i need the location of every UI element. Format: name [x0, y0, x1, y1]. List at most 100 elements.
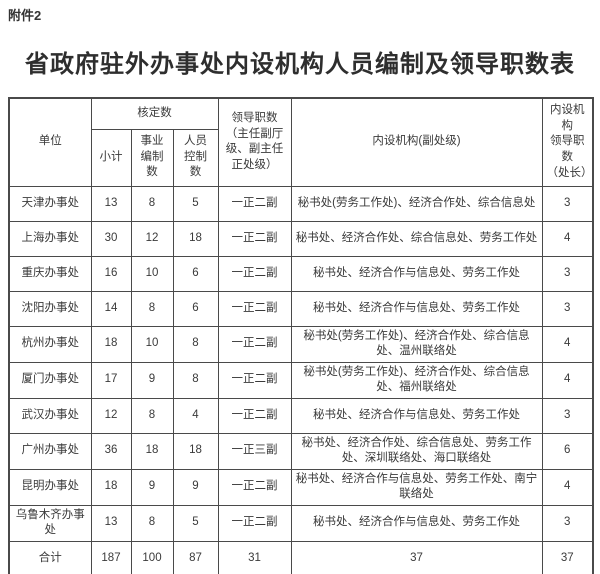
organ-leaders-cell: 3	[541, 504, 594, 542]
leadership-cell: 一正二副	[217, 255, 292, 292]
leadership-cell: 一正二副	[217, 361, 292, 399]
table-row-total: 合计 187 100 87 31 37 37	[8, 540, 594, 574]
personnel-cell: 4	[172, 397, 219, 434]
subtotal-cell: 18	[90, 325, 132, 363]
table-row-guangzhou: 广州办事处 36 18 18 一正三副 秘书处、经济合作处、综合信息处、劳务工作…	[8, 432, 594, 470]
unit-cell: 上海办事处	[8, 220, 92, 257]
organs-cell: 秘书处、经济合作与信息处、劳务工作处、南宁联络处	[290, 468, 543, 506]
organs-cell: 秘书处(劳务工作处)、经济合作处、综合信息处	[290, 185, 543, 222]
attachment-label: 附件2	[8, 8, 42, 23]
organs-cell: 秘书处、经济合作与信息处、劳务工作处	[290, 397, 543, 434]
table-row-kunming: 昆明办事处 18 9 9 一正二副 秘书处、经济合作与信息处、劳务工作处、南宁联…	[8, 468, 594, 506]
personnel-cell: 6	[172, 255, 219, 292]
personnel-cell: 18	[172, 220, 219, 257]
unit-cell: 广州办事处	[8, 432, 92, 470]
header-personnel-control: 人员 控制 数	[172, 128, 219, 187]
total-subtotal-cell: 187	[90, 540, 132, 574]
organs-cell: 秘书处、经济合作与信息处、劳务工作处	[290, 255, 543, 292]
career-cell: 12	[130, 220, 174, 257]
subtotal-cell: 30	[90, 220, 132, 257]
header-row-sub: 小计 事业 编制 数 人员 控制 数	[9, 128, 593, 187]
unit-cell: 乌鲁木齐办事处	[8, 504, 92, 542]
career-cell: 8	[130, 504, 174, 542]
personnel-cell: 5	[172, 504, 219, 542]
career-cell: 8	[130, 397, 174, 434]
total-career-cell: 100	[130, 540, 174, 574]
subtotal-cell: 18	[90, 468, 132, 506]
personnel-cell: 8	[172, 361, 219, 399]
career-cell: 18	[130, 432, 174, 470]
subtotal-cell: 13	[90, 185, 132, 222]
leadership-cell: 一正二副	[217, 504, 292, 542]
leadership-cell: 一正二副	[217, 220, 292, 257]
organ-leaders-cell: 4	[541, 361, 594, 399]
organ-leaders-cell: 4	[541, 325, 594, 363]
staffing-table: 单位 核定数 领导职数 （主任副厅 级、副主任 正处级） 内设机构(副处级) 内…	[8, 97, 594, 574]
personnel-cell: 6	[172, 290, 219, 327]
organs-cell: 秘书处、经济合作处、综合信息处、劳务工作处	[290, 220, 543, 257]
subtotal-cell: 14	[90, 290, 132, 327]
organs-cell: 秘书处(劳务工作处)、经济合作处、综合信息处、温州联络处	[290, 325, 543, 363]
personnel-cell: 9	[172, 468, 219, 506]
subtotal-cell: 16	[90, 255, 132, 292]
organ-leaders-cell: 3	[541, 255, 594, 292]
table-row-shanghai: 上海办事处 30 12 18 一正二副 秘书处、经济合作处、综合信息处、劳务工作…	[8, 220, 594, 257]
organ-leaders-cell: 3	[541, 185, 594, 222]
unit-cell: 沈阳办事处	[8, 290, 92, 327]
leadership-cell: 一正二副	[217, 325, 292, 363]
leadership-cell: 一正二副	[217, 468, 292, 506]
table-row-tianjin: 天津办事处 13 8 5 一正二副 秘书处(劳务工作处)、经济合作处、综合信息处…	[8, 185, 594, 222]
header-internal-leadership: 内设机构 领导职数 （处长）	[541, 97, 594, 187]
career-cell: 8	[130, 290, 174, 327]
career-cell: 9	[130, 361, 174, 399]
organs-cell: 秘书处、经济合作与信息处、劳务工作处	[290, 504, 543, 542]
page-title: 省政府驻外办事处内设机构人员编制及领导职数表	[25, 51, 575, 78]
header-career-establishment: 事业 编制 数	[130, 128, 174, 187]
organs-cell: 秘书处(劳务工作处)、经济合作处、综合信息处、福州联络处	[290, 361, 543, 399]
total-leadership-cell: 31	[217, 540, 292, 574]
subtotal-cell: 13	[90, 504, 132, 542]
organ-leaders-cell: 3	[541, 397, 594, 434]
table-row-hangzhou: 杭州办事处 18 10 8 一正二副 秘书处(劳务工作处)、经济合作处、综合信息…	[8, 325, 594, 363]
organs-cell: 秘书处、经济合作处、综合信息处、劳务工作处、深圳联络处、海口联络处	[290, 432, 543, 470]
organ-leaders-cell: 4	[541, 468, 594, 506]
table-row-urumqi: 乌鲁木齐办事处 13 8 5 一正二副 秘书处、经济合作与信息处、劳务工作处 3	[8, 504, 594, 542]
table-row-xiamen: 厦门办事处 17 9 8 一正二副 秘书处(劳务工作处)、经济合作处、综合信息处…	[8, 361, 594, 399]
organs-cell: 秘书处、经济合作与信息处、劳务工作处	[290, 290, 543, 327]
personnel-cell: 5	[172, 185, 219, 222]
table-row-shenyang: 沈阳办事处 14 8 6 一正二副 秘书处、经济合作与信息处、劳务工作处 3	[8, 290, 594, 327]
personnel-cell: 18	[172, 432, 219, 470]
table-row-wuhan: 武汉办事处 12 8 4 一正二副 秘书处、经济合作与信息处、劳务工作处 3	[8, 397, 594, 434]
career-cell: 10	[130, 255, 174, 292]
unit-cell: 昆明办事处	[8, 468, 92, 506]
table-row-chongqing: 重庆办事处 16 10 6 一正二副 秘书处、经济合作与信息处、劳务工作处 3	[8, 255, 594, 292]
unit-cell: 重庆办事处	[8, 255, 92, 292]
leadership-cell: 一正二副	[217, 185, 292, 222]
personnel-cell: 8	[172, 325, 219, 363]
header-approved-count: 核定数	[90, 97, 219, 130]
career-cell: 9	[130, 468, 174, 506]
unit-cell: 天津办事处	[8, 185, 92, 222]
subtotal-cell: 36	[90, 432, 132, 470]
unit-cell: 厦门办事处	[8, 361, 92, 399]
leadership-cell: 一正二副	[217, 397, 292, 434]
organ-leaders-cell: 4	[541, 220, 594, 257]
header-leadership-positions: 领导职数 （主任副厅 级、副主任 正处级）	[217, 97, 292, 187]
career-cell: 10	[130, 325, 174, 363]
header-unit: 单位	[8, 97, 92, 187]
header-subtotal: 小计	[90, 128, 132, 187]
total-label-cell: 合计	[8, 540, 92, 574]
organ-leaders-cell: 6	[541, 432, 594, 470]
total-organ-leaders-cell: 37	[541, 540, 594, 574]
organ-leaders-cell: 3	[541, 290, 594, 327]
header-internal-organs: 内设机构(副处级)	[290, 97, 543, 187]
unit-cell: 武汉办事处	[8, 397, 92, 434]
leadership-cell: 一正二副	[217, 290, 292, 327]
total-organs-cell: 37	[290, 540, 543, 574]
subtotal-cell: 12	[90, 397, 132, 434]
leadership-cell: 一正三副	[217, 432, 292, 470]
header-row-top: 单位 核定数 领导职数 （主任副厅 级、副主任 正处级） 内设机构(副处级) 内…	[8, 97, 594, 187]
total-personnel-cell: 87	[172, 540, 219, 574]
career-cell: 8	[130, 185, 174, 222]
